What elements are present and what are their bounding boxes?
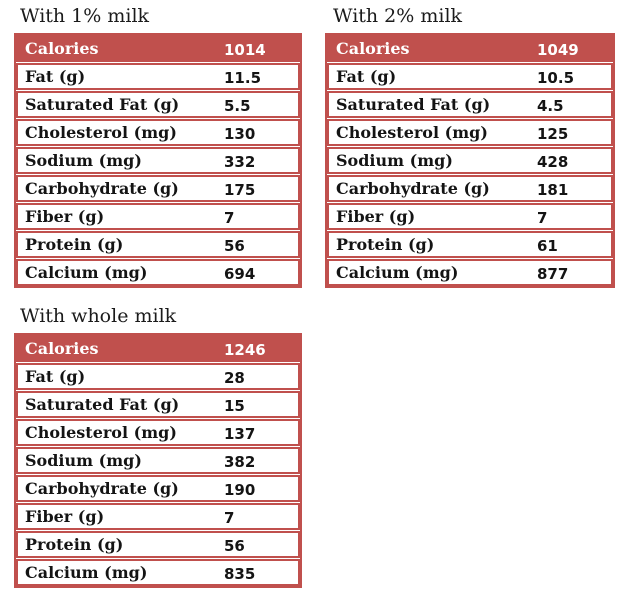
row-label: Cholesterol (mg) — [25, 123, 177, 142]
row-value: 56 — [224, 536, 245, 555]
row-label: Carbohydrate (g) — [25, 179, 179, 198]
row-label: Calcium (mg) — [336, 263, 459, 282]
table-row: Protein (g) 56 — [16, 231, 300, 258]
table-row: Cholesterol (mg) 130 — [16, 119, 300, 146]
row-value: 428 — [537, 152, 569, 171]
table-title: With whole milk — [20, 305, 177, 327]
row-value: 7 — [224, 508, 235, 527]
row-label: Calories — [25, 339, 99, 358]
row-value: 130 — [224, 124, 256, 143]
table-row: Carbohydrate (g) 181 — [327, 175, 613, 202]
row-label: Saturated Fat (g) — [336, 95, 491, 114]
row-label: Fiber (g) — [336, 207, 416, 226]
table-row: Calcium (mg) 877 — [327, 259, 613, 286]
table-row: Cholesterol (mg) 125 — [327, 119, 613, 146]
row-label: Fat (g) — [336, 67, 397, 86]
table-row: Protein (g) 56 — [16, 531, 300, 558]
row-label: Sodium (mg) — [25, 451, 142, 470]
table-row: Carbohydrate (g) 175 — [16, 175, 300, 202]
table-row: Sodium (mg) 382 — [16, 447, 300, 474]
table-row: Cholesterol (mg) 137 — [16, 419, 300, 446]
row-value: 28 — [224, 368, 245, 387]
row-value: 175 — [224, 180, 256, 199]
row-label: Calories — [336, 39, 410, 58]
row-label: Cholesterol (mg) — [25, 423, 177, 442]
row-label: Cholesterol (mg) — [336, 123, 488, 142]
table-row: Sodium (mg) 428 — [327, 147, 613, 174]
table-row: Protein (g) 61 — [327, 231, 613, 258]
table-row: Sodium (mg) 332 — [16, 147, 300, 174]
row-value: 190 — [224, 480, 256, 499]
table-row: Fat (g) 11.5 — [16, 63, 300, 90]
row-label: Saturated Fat (g) — [25, 395, 180, 414]
row-value: 11.5 — [224, 68, 262, 87]
table-row: Carbohydrate (g) 190 — [16, 475, 300, 502]
row-value: 4.5 — [537, 96, 564, 115]
nutrition-table: Calories 1246 Fat (g) 28 Saturated Fat (g) 15… — [14, 333, 302, 588]
row-label: Fat (g) — [25, 67, 86, 86]
row-label: Protein (g) — [336, 235, 435, 254]
table-row: Saturated Fat (g) 5.5 — [16, 91, 300, 118]
row-label: Carbohydrate (g) — [336, 179, 490, 198]
table-row: Fat (g) 28 — [16, 363, 300, 390]
table-section-whole-milk: With whole milk Calories 1246 Fat (g) 28 Sat… — [14, 305, 302, 588]
row-value: 137 — [224, 424, 256, 443]
row-value: 7 — [224, 208, 235, 227]
nutrition-table: Calories 1014 Fat (g) 11.5 Saturated Fat (g)… — [14, 33, 302, 288]
row-value: 332 — [224, 152, 256, 171]
row-value: 877 — [537, 264, 569, 283]
table-header-row: Calories 1014 — [16, 35, 300, 62]
row-value: 835 — [224, 564, 256, 583]
row-value: 1049 — [537, 40, 579, 59]
table-row: Fat (g) 10.5 — [327, 63, 613, 90]
table-row: Fiber (g) 7 — [327, 203, 613, 230]
row-label: Protein (g) — [25, 535, 124, 554]
table-title: With 1% milk — [20, 5, 150, 27]
row-label: Saturated Fat (g) — [25, 95, 180, 114]
row-value: 1014 — [224, 40, 266, 59]
table-section-1-percent-milk: With 1% milk Calories 1014 Fat (g) 11.5 Satu… — [14, 5, 302, 288]
row-label: Sodium (mg) — [336, 151, 453, 170]
row-value: 56 — [224, 236, 245, 255]
table-row: Calcium (mg) 694 — [16, 259, 300, 286]
row-value: 10.5 — [537, 68, 575, 87]
table-section-2-percent-milk: With 2% milk Calories 1049 Fat (g) 10.5 Satu… — [325, 5, 615, 288]
table-header-row: Calories 1049 — [327, 35, 613, 62]
table-row: Calcium (mg) 835 — [16, 559, 300, 586]
row-label: Fat (g) — [25, 367, 86, 386]
nutrition-table: Calories 1049 Fat (g) 10.5 Saturated Fat (g)… — [325, 33, 615, 288]
row-value: 15 — [224, 396, 245, 415]
row-label: Protein (g) — [25, 235, 124, 254]
row-value: 1246 — [224, 340, 266, 359]
table-header-row: Calories 1246 — [16, 335, 300, 362]
row-value: 61 — [537, 236, 558, 255]
table-row: Saturated Fat (g) 15 — [16, 391, 300, 418]
row-value: 694 — [224, 264, 256, 283]
row-label: Calcium (mg) — [25, 263, 148, 282]
row-label: Fiber (g) — [25, 207, 105, 226]
row-label: Carbohydrate (g) — [25, 479, 179, 498]
table-row: Fiber (g) 7 — [16, 203, 300, 230]
row-value: 125 — [537, 124, 569, 143]
row-label: Calories — [25, 39, 99, 58]
row-label: Sodium (mg) — [25, 151, 142, 170]
table-row: Saturated Fat (g) 4.5 — [327, 91, 613, 118]
row-label: Calcium (mg) — [25, 563, 148, 582]
row-value: 181 — [537, 180, 569, 199]
table-row: Fiber (g) 7 — [16, 503, 300, 530]
row-label: Fiber (g) — [25, 507, 105, 526]
row-value: 5.5 — [224, 96, 251, 115]
row-value: 382 — [224, 452, 256, 471]
table-title: With 2% milk — [333, 5, 463, 27]
row-value: 7 — [537, 208, 548, 227]
